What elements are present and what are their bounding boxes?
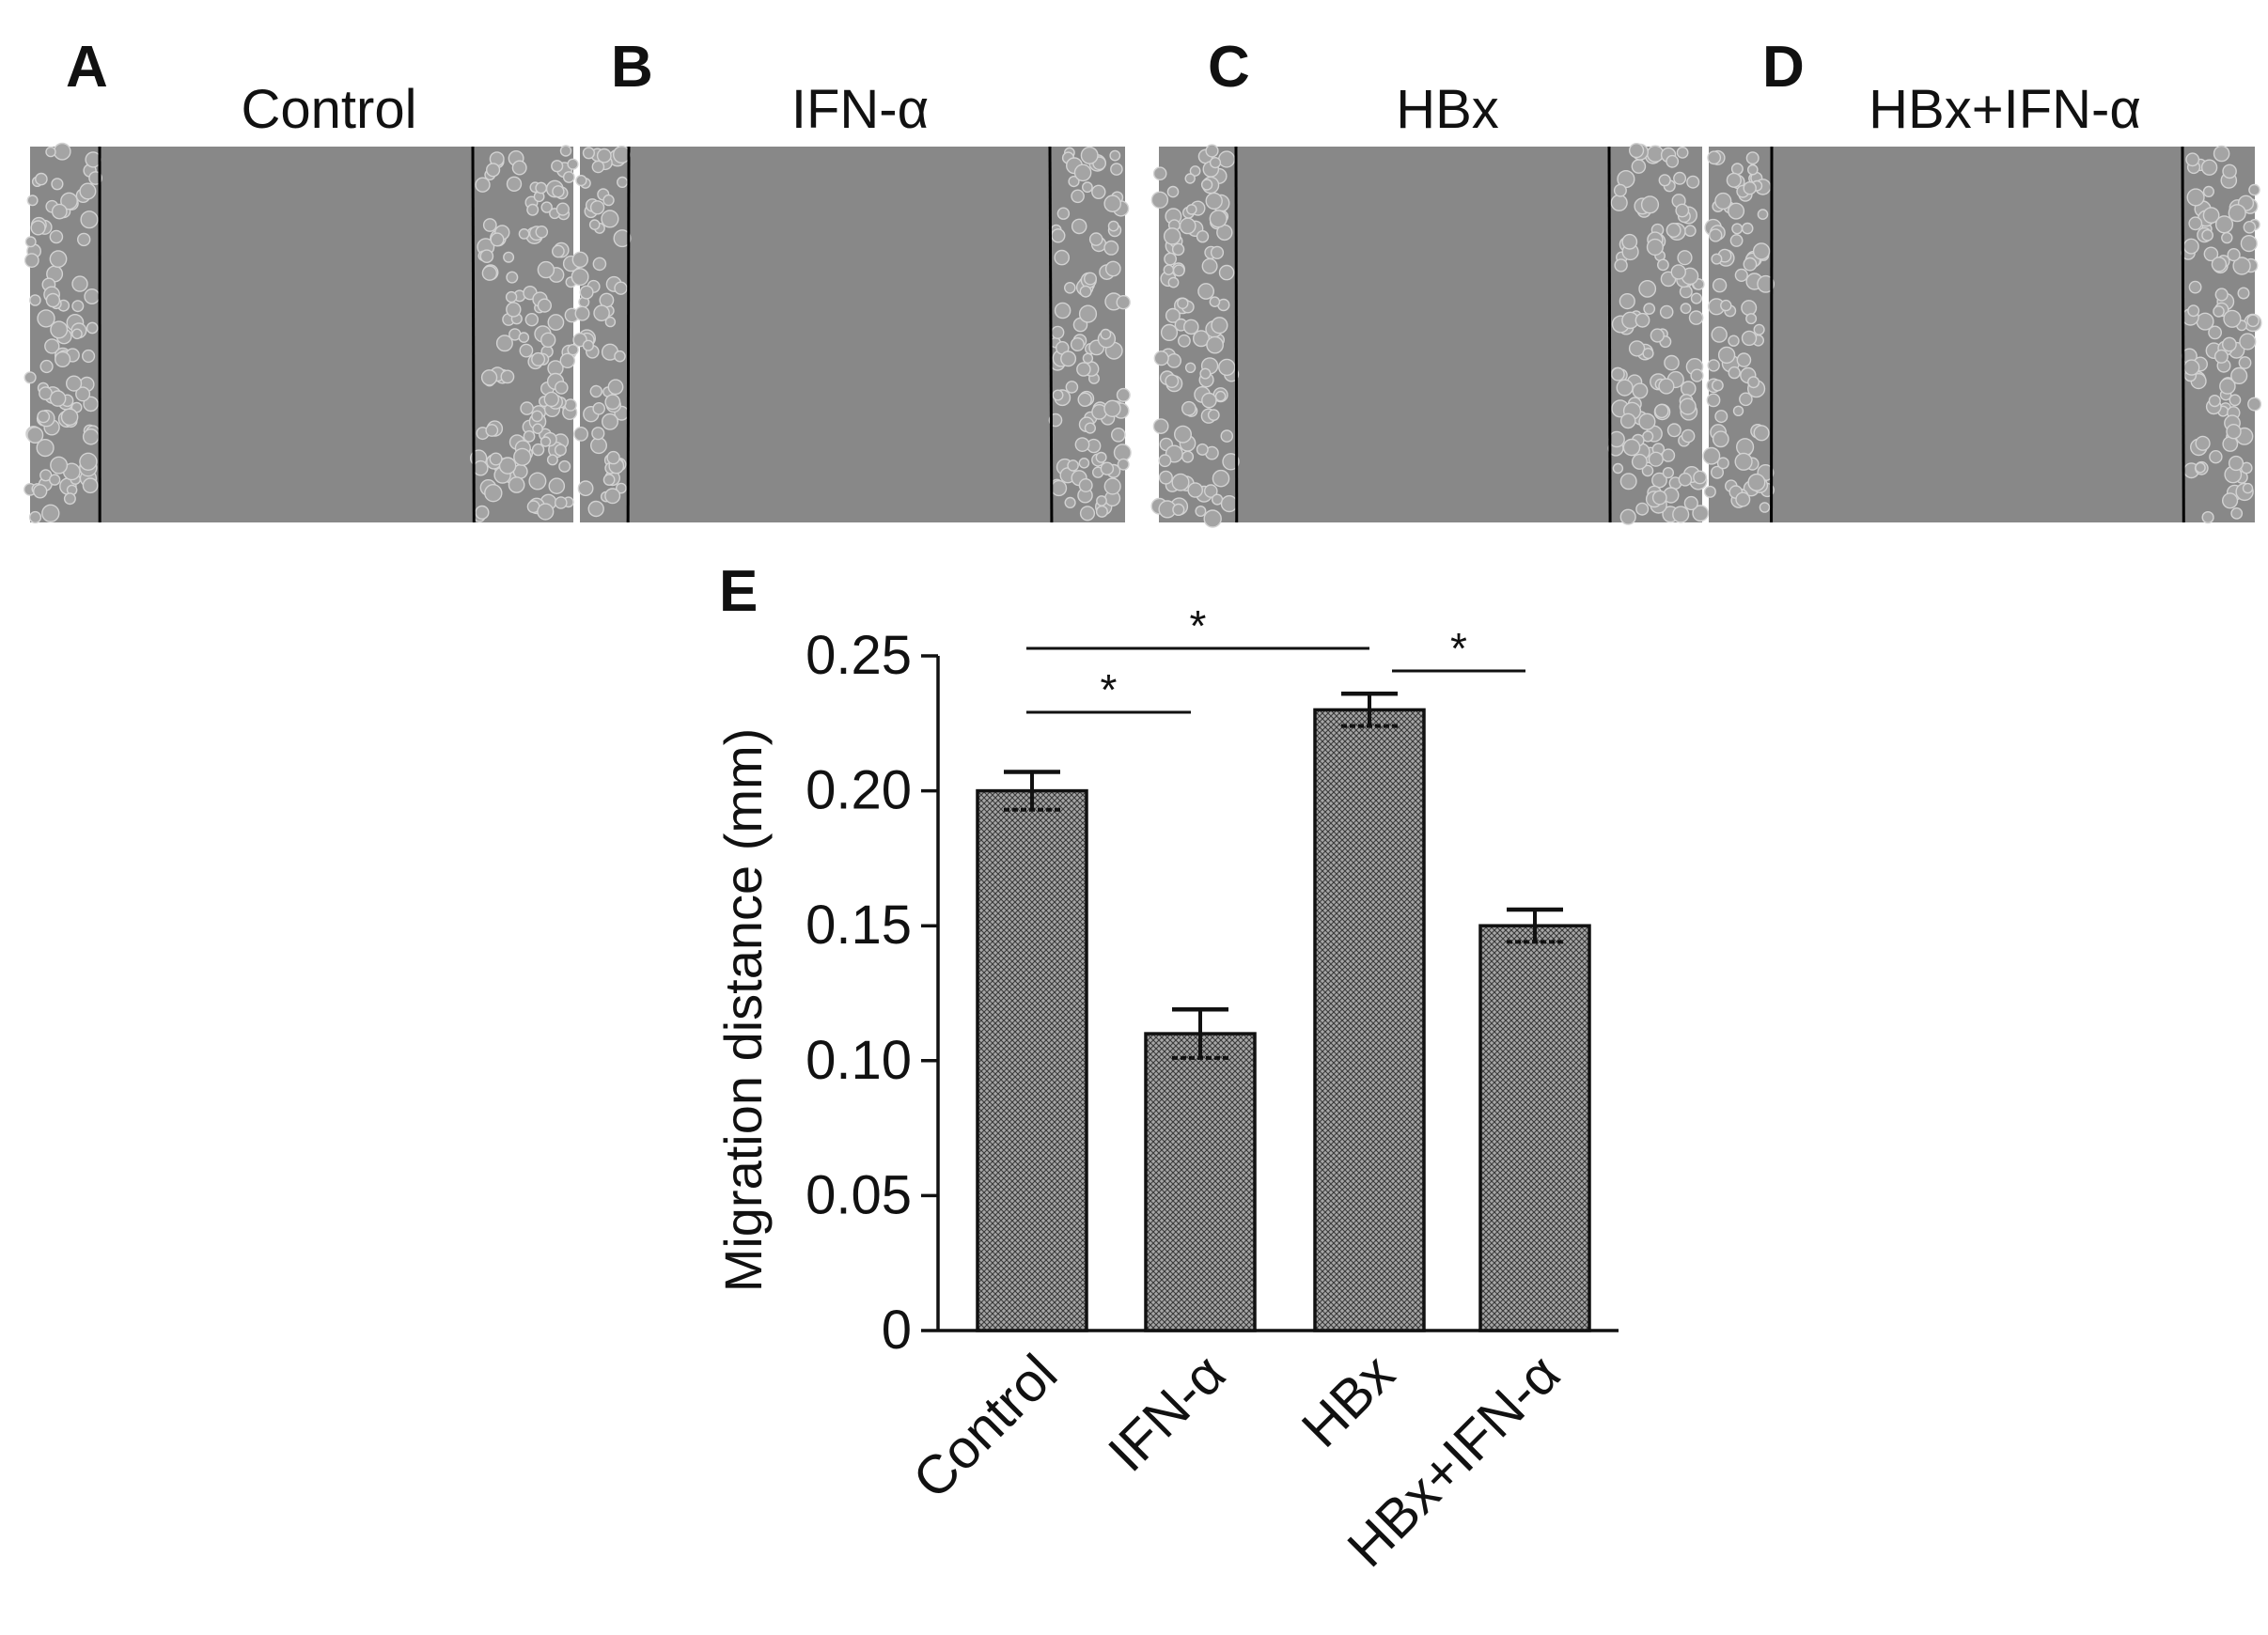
panel-title: HBx [1396, 79, 1499, 140]
cell-texture [23, 142, 580, 524]
cell-texture [1150, 143, 1710, 528]
bar-chart: E 00.050.100.150.200.25 Control IFN-α HBxH… [713, 559, 1619, 1579]
bar [1478, 924, 1591, 1332]
wound-edge-line [1607, 146, 1612, 523]
significance-star: * [1101, 665, 1118, 714]
bar [1313, 708, 1426, 1332]
chart-axes: 0 0.05 0.10 0.15 0.20 0.25 [806, 625, 1619, 1361]
x-tick-label: Control [901, 1343, 1069, 1510]
micrograph-panel [571, 145, 1132, 523]
panel-letter: D [1762, 35, 1805, 100]
cell-texture [571, 145, 1132, 522]
significance-star: * [1450, 624, 1467, 673]
y-tick-label: 0 [882, 1300, 912, 1361]
y-tick-label: 0.20 [806, 760, 912, 821]
panel-title: HBx+IFN-α [1869, 79, 2141, 140]
wound-edge-line [1048, 146, 1054, 523]
x-tick-label: HBx [1290, 1343, 1406, 1458]
panel-title: IFN-α [791, 79, 929, 140]
y-tick-label: 0.05 [806, 1164, 912, 1225]
y-axis-label: Migration distance (mm) [713, 728, 773, 1293]
panel-letter: A [66, 35, 108, 100]
panel-letter: B [611, 35, 653, 100]
wound-edge-line [471, 146, 476, 523]
significance-brackets: * * * [1026, 601, 1525, 714]
wound-edge-line [626, 146, 631, 523]
wound-edge-line [2181, 146, 2185, 523]
micrograph-image [1159, 147, 1702, 522]
micrograph-panel [23, 142, 580, 524]
y-tick-label: 0.15 [806, 895, 912, 956]
cell-texture [1702, 145, 2262, 524]
panel-labels: A Control B IFN-α C HBx D HBx+IFN-α [66, 35, 2141, 140]
y-tick-label: 0.10 [806, 1030, 912, 1091]
micrograph-panel [1150, 143, 1710, 528]
micrograph-image [1709, 147, 2255, 522]
x-tick-label: IFN-α [1097, 1343, 1237, 1483]
chart-panel-letter: E [719, 559, 758, 624]
micrograph-panel [1702, 145, 2262, 524]
panel-letter: C [1208, 35, 1250, 100]
y-tick-label: 0.25 [806, 625, 912, 686]
wound-edge-line [1234, 146, 1239, 523]
bar [976, 788, 1088, 1332]
panel-title: Control [242, 79, 417, 140]
micrograph-row [23, 142, 2262, 528]
bar [1144, 1032, 1257, 1332]
significance-star: * [1190, 601, 1207, 650]
micrograph-image [580, 147, 1125, 522]
